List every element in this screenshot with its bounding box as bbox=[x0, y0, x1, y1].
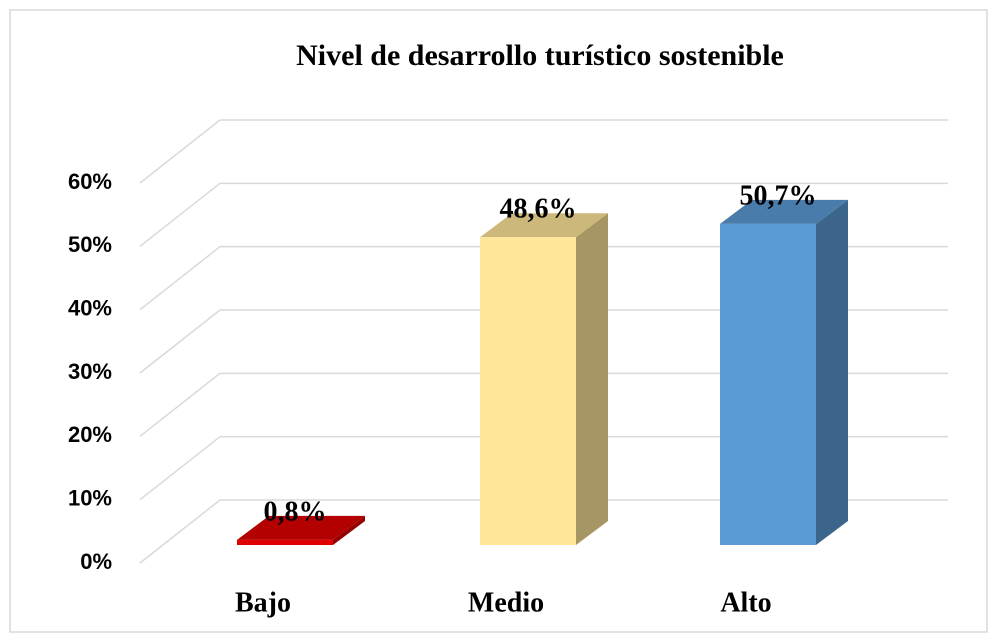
y-tick-label: 50% bbox=[68, 232, 112, 257]
grid-line bbox=[139, 436, 221, 501]
bar bbox=[480, 237, 576, 545]
y-tick-label: 40% bbox=[68, 295, 112, 320]
value-label: 50,7% bbox=[740, 180, 817, 211]
grid-line bbox=[139, 309, 221, 374]
value-label: 0,8% bbox=[264, 496, 327, 527]
bar bbox=[237, 539, 333, 545]
y-tick-label: 60% bbox=[68, 169, 112, 194]
bar-side bbox=[333, 515, 365, 545]
bar-side bbox=[816, 199, 848, 545]
bar bbox=[720, 223, 816, 545]
y-tick-label: 30% bbox=[68, 359, 112, 384]
grid-line bbox=[139, 182, 221, 247]
bar-top bbox=[480, 213, 608, 238]
value-label: 48,6% bbox=[500, 194, 577, 225]
grid-line bbox=[139, 372, 221, 437]
y-tick-label: 20% bbox=[68, 422, 112, 447]
bar-top bbox=[720, 199, 848, 224]
y-tick-label: 10% bbox=[68, 485, 112, 510]
x-tick-label: Alto bbox=[720, 587, 771, 618]
x-tick-label: Bajo bbox=[235, 587, 291, 618]
bar-top bbox=[237, 515, 365, 540]
chart-title: Nivel de desarrollo turístico sostenible bbox=[296, 39, 784, 72]
x-tick-label: Medio bbox=[468, 587, 544, 618]
grid-line bbox=[139, 119, 221, 184]
bar-side bbox=[576, 213, 608, 545]
grid-line bbox=[139, 246, 221, 311]
grid-line bbox=[139, 499, 221, 564]
y-tick-label: 0% bbox=[80, 549, 112, 574]
